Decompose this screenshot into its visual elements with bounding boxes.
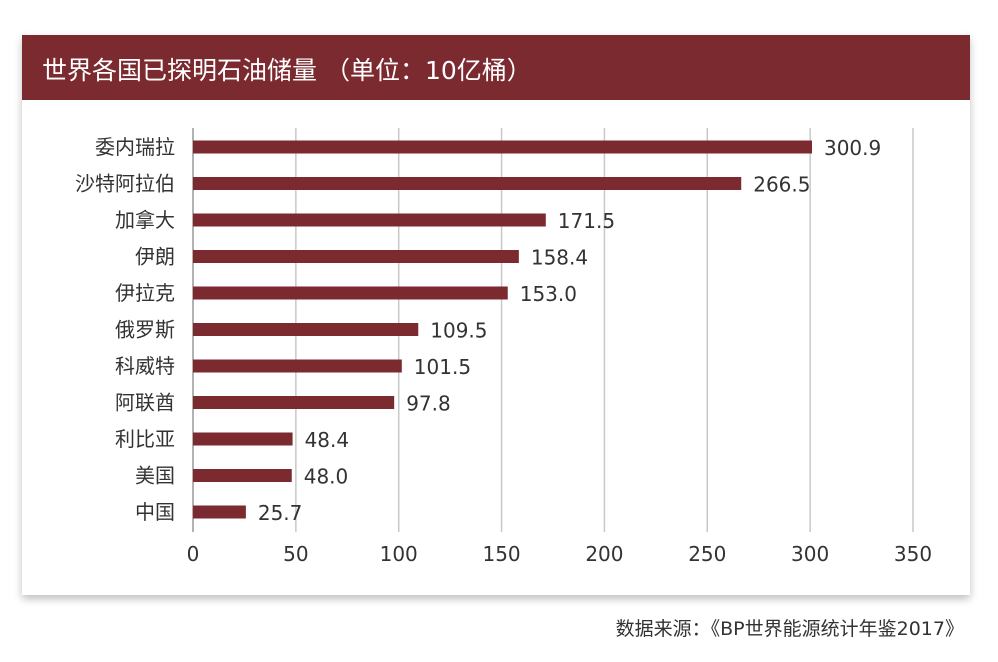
bar	[193, 505, 246, 519]
bar	[193, 250, 519, 263]
value-label: 300.9	[824, 136, 881, 160]
bar	[193, 140, 812, 154]
value-label: 48.4	[305, 428, 350, 452]
category-label: 伊朗	[135, 245, 175, 269]
bar	[193, 323, 419, 336]
bar	[193, 359, 402, 373]
value-label: 25.7	[258, 501, 303, 525]
bar	[193, 213, 546, 227]
value-label: 158.4	[531, 246, 588, 270]
title-banner: 世界各国已探明石油储量 （单位：10亿桶）	[22, 35, 970, 100]
value-label: 97.8	[406, 392, 451, 416]
category-label: 沙特阿拉伯	[75, 172, 175, 196]
x-tick-label: 200	[585, 542, 623, 566]
value-label: 266.5	[753, 173, 810, 197]
value-label: 48.0	[304, 465, 349, 489]
x-tick-label: 0	[187, 542, 200, 566]
value-label: 171.5	[558, 209, 615, 233]
x-tick-label: 300	[791, 542, 829, 566]
source-note: 数据来源：《BP世界能源统计年鉴2017》	[615, 618, 964, 640]
value-label: 109.5	[430, 319, 487, 343]
x-tick-label: 50	[283, 542, 308, 566]
bar	[193, 286, 508, 300]
chart-title: 世界各国已探明石油储量 （单位：10亿桶）	[42, 56, 532, 85]
bar	[193, 396, 395, 409]
x-tick-label: 100	[380, 542, 418, 566]
value-label: 101.5	[414, 355, 471, 379]
bar	[193, 469, 292, 482]
category-label: 俄罗斯	[115, 318, 175, 342]
chart-card: 世界各国已探明石油储量 （单位：10亿桶）	[22, 35, 970, 595]
category-label: 阿联酋	[115, 391, 175, 415]
category-label: 伊拉克	[115, 281, 175, 305]
bar	[193, 177, 742, 190]
category-label: 利比亚	[115, 427, 175, 451]
category-label: 美国	[135, 464, 175, 488]
category-label: 加拿大	[115, 208, 175, 232]
category-label: 委内瑞拉	[95, 135, 175, 159]
category-label: 科威特	[115, 354, 175, 378]
x-tick-label: 150	[482, 542, 520, 566]
value-label: 153.0	[520, 282, 577, 306]
category-label: 中国	[135, 500, 175, 524]
x-tick-label: 350	[894, 542, 932, 566]
x-tick-label: 250	[688, 542, 726, 566]
bar	[193, 432, 293, 446]
